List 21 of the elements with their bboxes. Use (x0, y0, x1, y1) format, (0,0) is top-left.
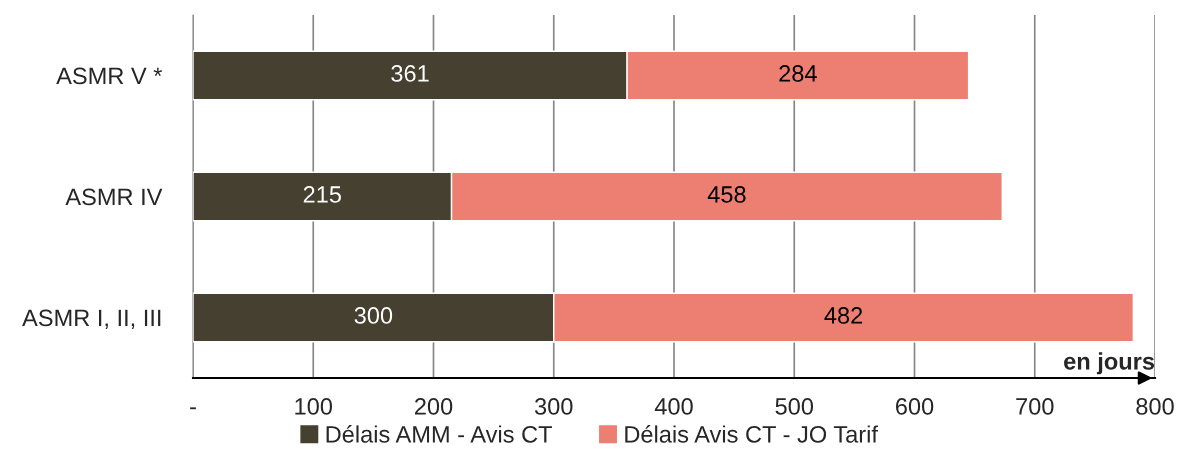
y-tick-label: ASMR V * (56, 67, 163, 85)
data-label: 482 (824, 307, 863, 324)
annotation: en jours (1064, 352, 1155, 375)
x-tick-label: 700 (1016, 398, 1054, 415)
data-label: 300 (354, 307, 393, 324)
x-tick-label: - (190, 407, 196, 410)
legend-label: Délais Avis CT - JO Tarif (625, 425, 878, 443)
x-tick-label: 100 (295, 398, 333, 415)
data-label: 458 (707, 186, 746, 203)
data-label: 215 (303, 186, 341, 203)
data-label: 284 (779, 65, 817, 82)
legend-label: Délais AMM - Avis CT (326, 425, 552, 443)
x-tick-label: 600 (896, 398, 934, 415)
x-tick-label: 200 (414, 398, 453, 415)
x-tick-label: 800 (1136, 398, 1174, 415)
y-tick-label: ASMR IV (65, 188, 163, 206)
y-tick-label: ASMR I, II, III (22, 309, 161, 330)
x-tick-label: 300 (534, 398, 573, 415)
data-label: 361 (391, 65, 429, 82)
x-tick-label: 400 (654, 398, 693, 415)
x-tick-label: 500 (775, 398, 814, 415)
